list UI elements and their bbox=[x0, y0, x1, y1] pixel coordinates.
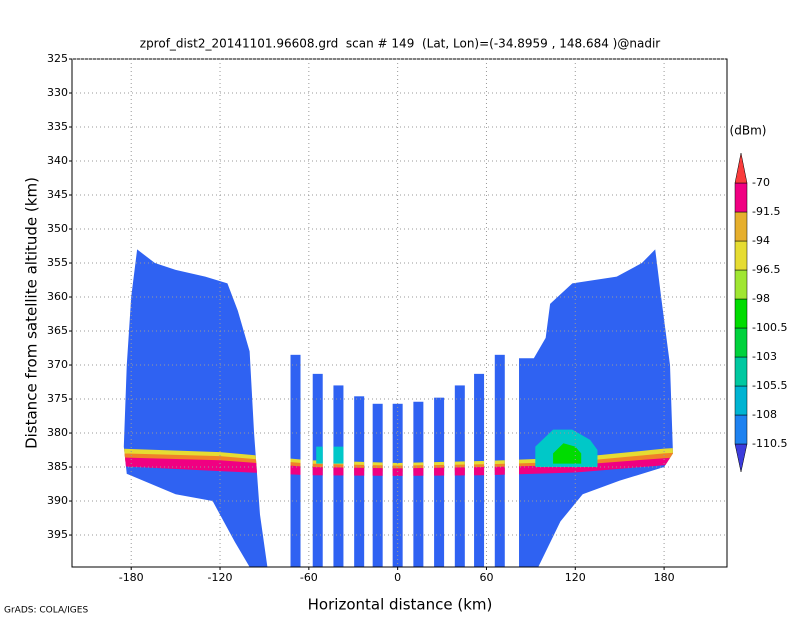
chart-title: zprof_dist2_20141101.96608.grd scan # 14… bbox=[140, 37, 661, 51]
y-tick-label: 385 bbox=[47, 460, 68, 473]
x-tick-label: -120 bbox=[208, 571, 233, 584]
plot-frame bbox=[71, 58, 728, 568]
y-tick-label: 330 bbox=[47, 86, 68, 99]
colorbar-segment bbox=[734, 211, 748, 242]
echo-layer bbox=[316, 446, 346, 464]
colorbar-label: -94 bbox=[752, 234, 770, 247]
colorbar-segment bbox=[734, 443, 748, 473]
y-tick-label: 335 bbox=[47, 120, 68, 133]
x-tick-label: 120 bbox=[565, 571, 586, 584]
colorbar-segment bbox=[734, 414, 748, 445]
x-tick-label: -180 bbox=[119, 571, 144, 584]
coverage-region bbox=[519, 249, 673, 568]
colorbar-segment bbox=[734, 298, 748, 329]
y-tick-label: 325 bbox=[47, 52, 68, 65]
x-tick-label: 180 bbox=[654, 571, 675, 584]
x-tick-label: -60 bbox=[300, 571, 318, 584]
y-tick-label: 365 bbox=[47, 324, 68, 337]
colorbar-label: -100.5 bbox=[752, 321, 787, 334]
y-tick-label: 340 bbox=[47, 154, 68, 167]
y-tick-label: 360 bbox=[47, 290, 68, 303]
echo-layer bbox=[553, 443, 582, 464]
scan-stripe bbox=[392, 403, 403, 567]
y-tick-label: 355 bbox=[47, 256, 68, 269]
colorbar-label: -91.5 bbox=[752, 205, 780, 218]
scan-stripe bbox=[372, 403, 383, 567]
y-axis-label: Distance from satellite altitude (km) bbox=[23, 177, 41, 449]
colorbar-segment bbox=[734, 182, 748, 213]
colorbar-label: -110.5 bbox=[752, 437, 787, 450]
colorbar-label: -96.5 bbox=[752, 263, 780, 276]
x-tick-label: 60 bbox=[479, 571, 493, 584]
y-tick-label: 350 bbox=[47, 222, 68, 235]
colorbar-label: -103 bbox=[752, 350, 777, 363]
colorbar-label: -105.5 bbox=[752, 379, 787, 392]
scan-stripe bbox=[333, 385, 344, 567]
y-tick-label: 390 bbox=[47, 494, 68, 507]
colorbar-segment bbox=[734, 356, 748, 387]
scan-stripe bbox=[454, 385, 465, 567]
scan-stripe bbox=[434, 397, 445, 567]
y-tick-label: 375 bbox=[47, 392, 68, 405]
colorbar-unit: (dBm) bbox=[730, 124, 767, 138]
colorbar-segment bbox=[734, 240, 748, 271]
x-tick-label: 0 bbox=[394, 571, 401, 584]
scan-stripe bbox=[354, 396, 365, 567]
x-axis-label: Horizontal distance (km) bbox=[308, 596, 493, 614]
colorbar-segment bbox=[734, 152, 748, 184]
colorbar-label: -70 bbox=[752, 176, 770, 189]
scan-stripe bbox=[413, 401, 424, 567]
colorbar-segment bbox=[734, 385, 748, 416]
y-tick-label: 345 bbox=[47, 188, 68, 201]
colorbar-segment bbox=[734, 327, 748, 358]
y-tick-label: 370 bbox=[47, 358, 68, 371]
footer: GrADS: COLA/IGES bbox=[4, 606, 88, 616]
y-tick-label: 395 bbox=[47, 528, 68, 541]
colorbar-segment bbox=[734, 269, 748, 300]
colorbar-label: -98 bbox=[752, 292, 770, 305]
colorbar-label: -108 bbox=[752, 408, 777, 421]
coverage-region bbox=[123, 249, 268, 568]
plot-area bbox=[123, 249, 673, 568]
y-tick-label: 380 bbox=[47, 426, 68, 439]
